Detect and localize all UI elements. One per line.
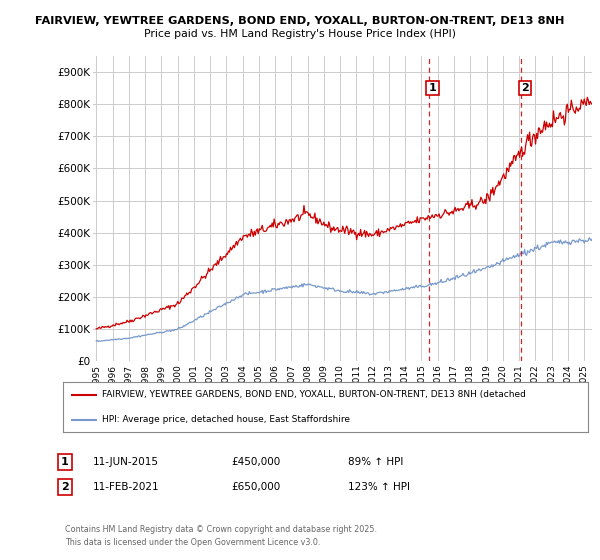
Text: 1: 1 — [429, 83, 437, 93]
Text: 89% ↑ HPI: 89% ↑ HPI — [348, 457, 403, 467]
Text: 2: 2 — [521, 83, 529, 93]
Text: 2: 2 — [61, 482, 68, 492]
Text: This data is licensed under the Open Government Licence v3.0.: This data is licensed under the Open Gov… — [65, 538, 320, 547]
Text: £650,000: £650,000 — [231, 482, 280, 492]
Text: FAIRVIEW, YEWTREE GARDENS, BOND END, YOXALL, BURTON-ON-TRENT, DE13 8NH: FAIRVIEW, YEWTREE GARDENS, BOND END, YOX… — [35, 16, 565, 26]
Text: 123% ↑ HPI: 123% ↑ HPI — [348, 482, 410, 492]
Text: FAIRVIEW, YEWTREE GARDENS, BOND END, YOXALL, BURTON-ON-TRENT, DE13 8NH (detached: FAIRVIEW, YEWTREE GARDENS, BOND END, YOX… — [103, 390, 526, 399]
Text: HPI: Average price, detached house, East Staffordshire: HPI: Average price, detached house, East… — [103, 415, 350, 424]
Text: 11-FEB-2021: 11-FEB-2021 — [93, 482, 160, 492]
Text: Price paid vs. HM Land Registry's House Price Index (HPI): Price paid vs. HM Land Registry's House … — [144, 29, 456, 39]
Text: Contains HM Land Registry data © Crown copyright and database right 2025.: Contains HM Land Registry data © Crown c… — [65, 525, 377, 534]
Text: 1: 1 — [61, 457, 68, 467]
Text: 11-JUN-2015: 11-JUN-2015 — [93, 457, 159, 467]
Text: £450,000: £450,000 — [231, 457, 280, 467]
